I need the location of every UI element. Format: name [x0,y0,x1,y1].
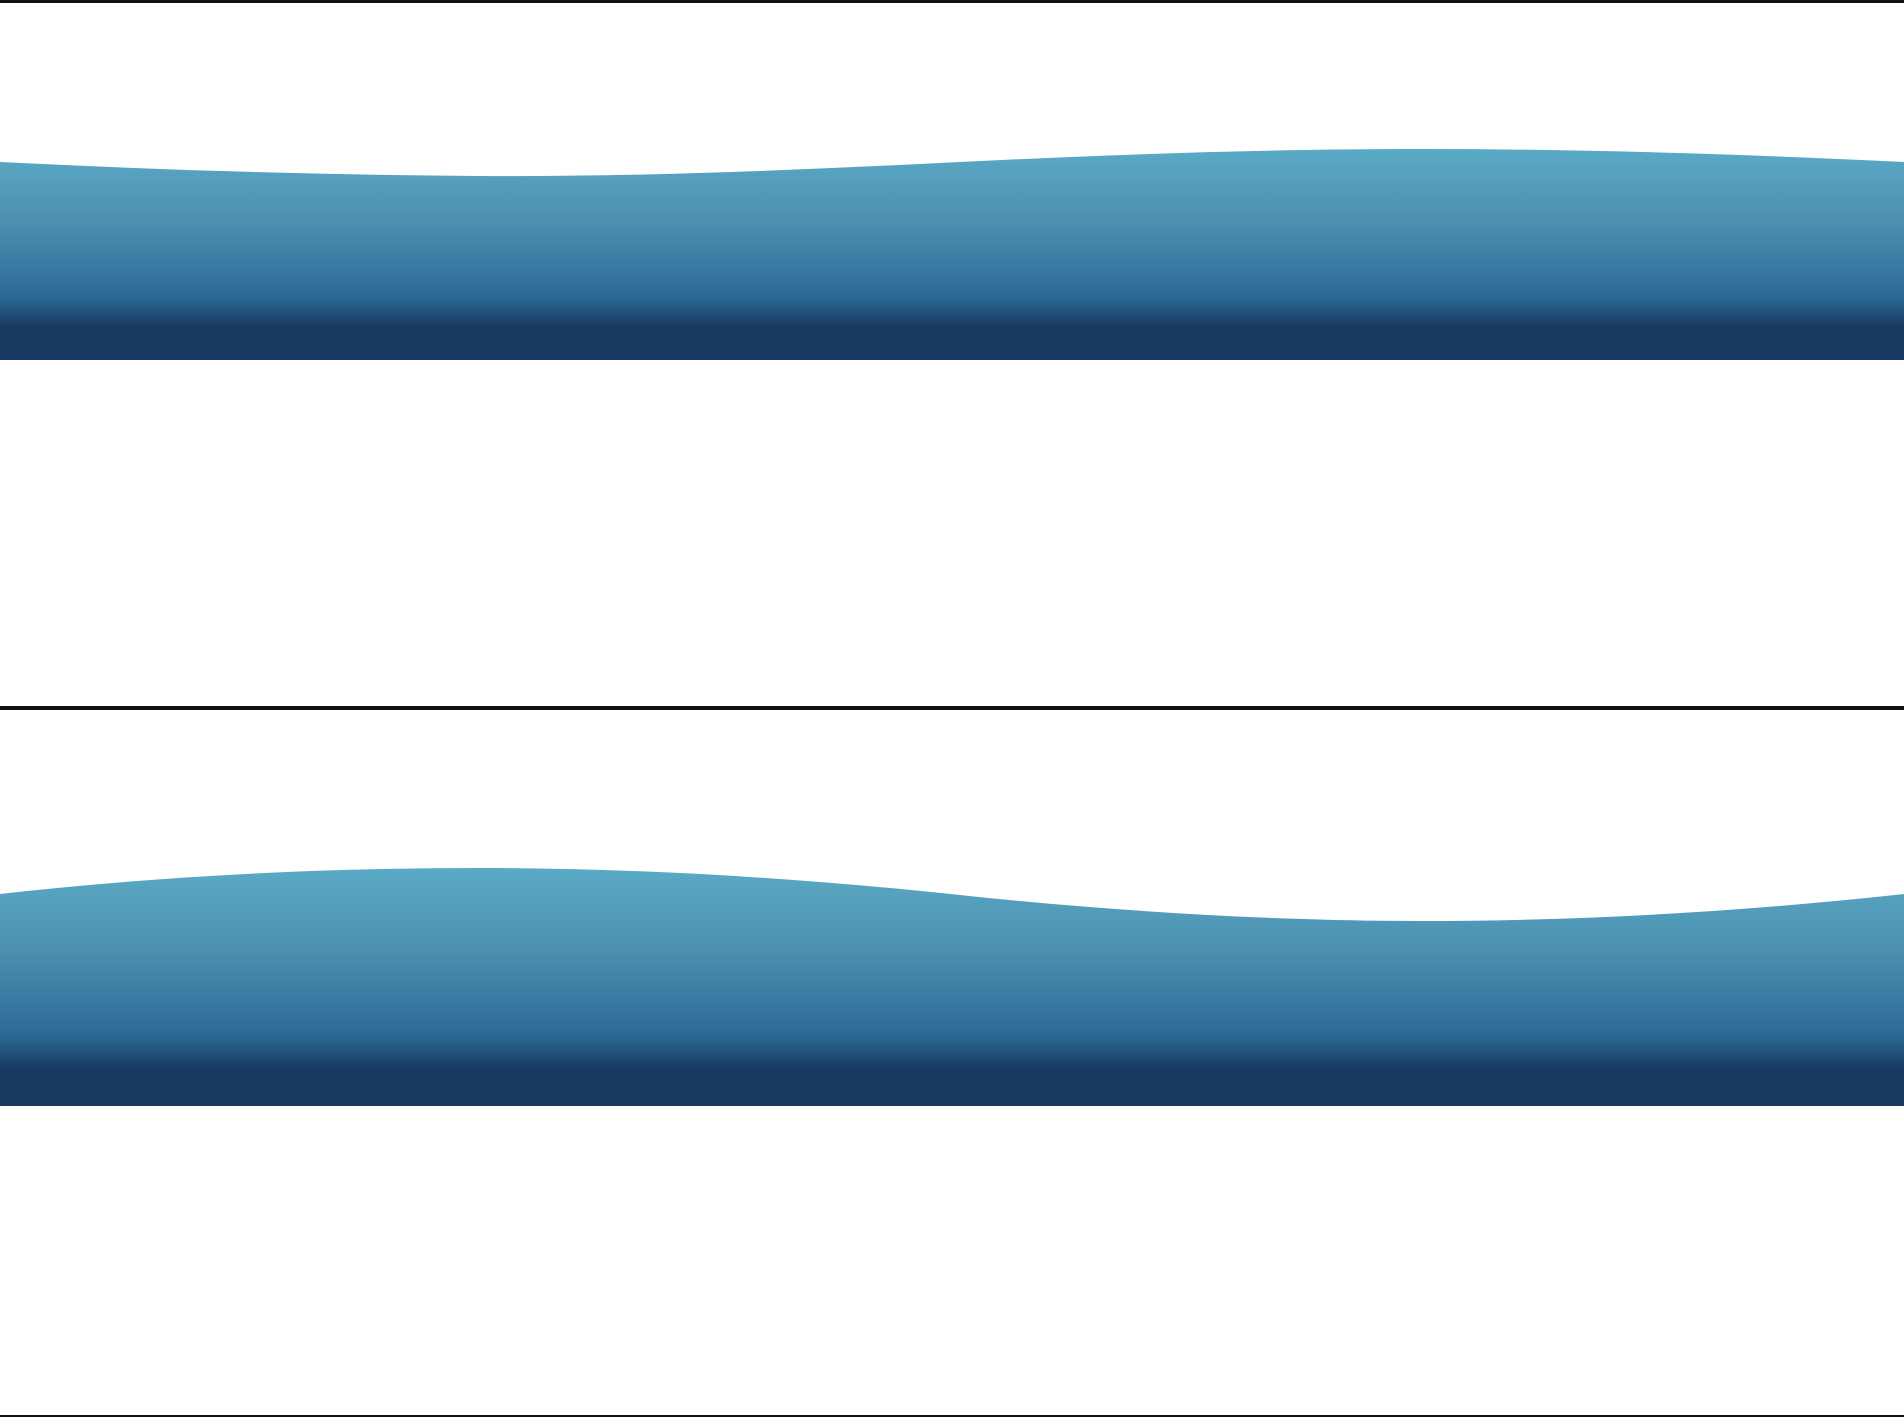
wave-band-upper [0,149,1904,360]
wave-band-lower [0,868,1904,1106]
bottom-divider-line [0,1415,1904,1417]
top-divider-line [0,0,1904,3]
middle-divider-line [0,706,1904,710]
